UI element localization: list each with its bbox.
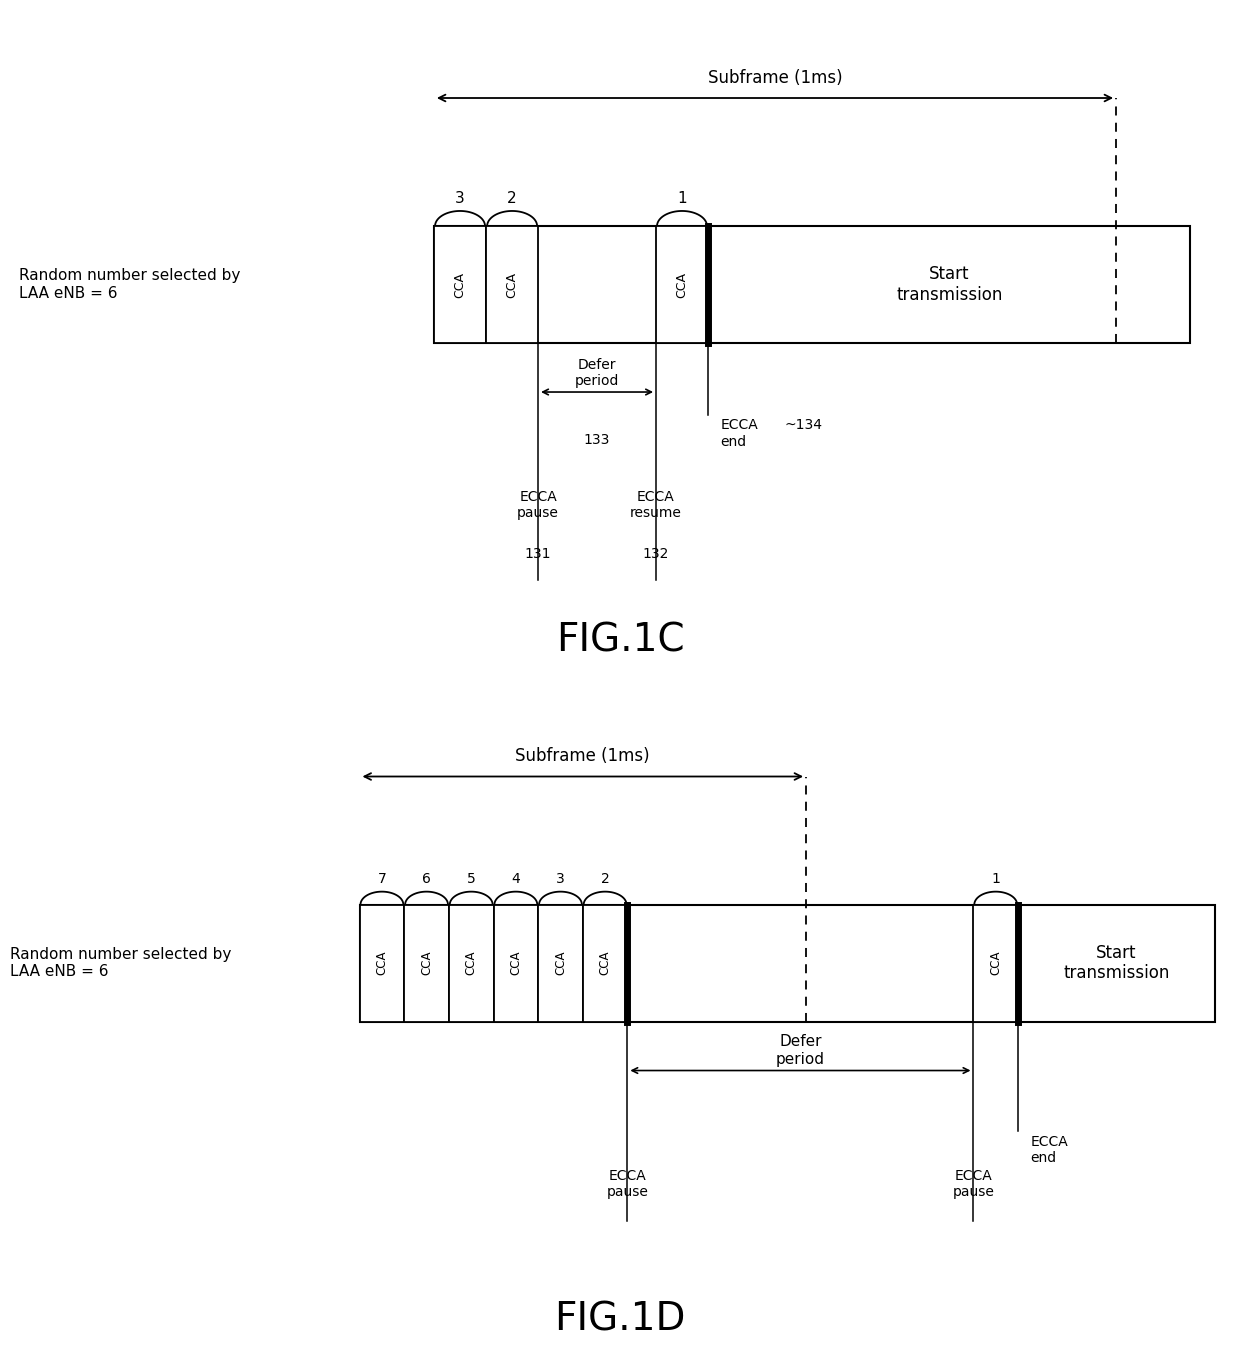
Text: 6: 6 xyxy=(422,873,432,886)
Text: Random number selected by
LAA eNB = 6: Random number selected by LAA eNB = 6 xyxy=(10,947,232,980)
Bar xyxy=(434,227,486,343)
Text: ECCA
pause: ECCA pause xyxy=(952,1168,994,1198)
Bar xyxy=(434,227,1190,343)
Text: 131: 131 xyxy=(525,547,552,560)
Text: CCA: CCA xyxy=(510,951,522,976)
Text: Subframe (1ms): Subframe (1ms) xyxy=(516,748,650,765)
Text: 3: 3 xyxy=(455,191,465,206)
Text: 1: 1 xyxy=(677,191,687,206)
Text: ECCA
resume: ECCA resume xyxy=(630,490,682,520)
Bar xyxy=(360,905,404,1022)
Bar xyxy=(656,227,708,343)
Text: Start
transmission: Start transmission xyxy=(1064,943,1169,982)
Text: FIG.1D: FIG.1D xyxy=(554,1300,686,1338)
Text: FIG.1C: FIG.1C xyxy=(556,622,684,660)
Text: ECCA
pause: ECCA pause xyxy=(517,490,559,520)
Text: ECCA
pause: ECCA pause xyxy=(606,1168,649,1198)
Text: Start
transmission: Start transmission xyxy=(897,265,1002,304)
Text: 133: 133 xyxy=(584,433,610,448)
Text: CCA: CCA xyxy=(465,951,477,976)
Bar xyxy=(486,227,538,343)
Text: ~134: ~134 xyxy=(785,418,823,433)
Text: CCA: CCA xyxy=(420,951,433,976)
Text: 5: 5 xyxy=(466,873,476,886)
Bar xyxy=(449,905,494,1022)
Text: Defer
period: Defer period xyxy=(776,1034,825,1067)
Bar xyxy=(360,905,1215,1022)
Text: Subframe (1ms): Subframe (1ms) xyxy=(708,69,842,87)
Bar xyxy=(538,905,583,1022)
Text: 2: 2 xyxy=(507,191,517,206)
Text: ECCA
end: ECCA end xyxy=(720,418,758,449)
Text: CCA: CCA xyxy=(376,951,388,976)
Bar xyxy=(494,905,538,1022)
Text: 1: 1 xyxy=(991,873,1001,886)
Text: CCA: CCA xyxy=(554,951,567,976)
Text: CCA: CCA xyxy=(599,951,611,976)
Text: CCA: CCA xyxy=(676,271,688,297)
Text: 2: 2 xyxy=(600,873,610,886)
Text: Random number selected by
LAA eNB = 6: Random number selected by LAA eNB = 6 xyxy=(19,269,241,301)
Text: CCA: CCA xyxy=(990,951,1002,976)
Text: CCA: CCA xyxy=(454,271,466,297)
Text: 7: 7 xyxy=(377,873,387,886)
Text: 132: 132 xyxy=(642,547,670,560)
Text: Defer
period: Defer period xyxy=(575,358,619,388)
Text: 4: 4 xyxy=(511,873,521,886)
Text: 3: 3 xyxy=(556,873,565,886)
Text: CCA: CCA xyxy=(506,271,518,297)
Bar xyxy=(404,905,449,1022)
Bar xyxy=(583,905,627,1022)
Bar xyxy=(973,905,1018,1022)
Text: ECCA
end: ECCA end xyxy=(1030,1134,1068,1164)
